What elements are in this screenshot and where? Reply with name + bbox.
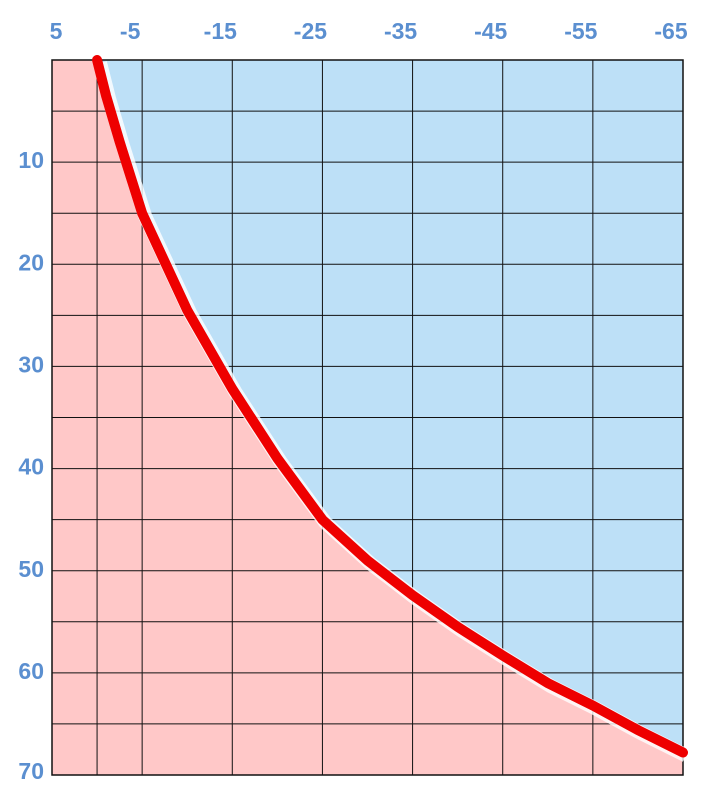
y-tick-label: 10 <box>18 147 44 173</box>
below-area <box>52 60 683 775</box>
y-tick-label: 40 <box>18 454 44 480</box>
x-tick-label: -35 <box>384 18 417 44</box>
x-tick-label: -65 <box>654 18 687 44</box>
curve <box>92 55 688 758</box>
y-tick-label: 20 <box>18 249 44 275</box>
y-tick-label: 30 <box>18 352 44 378</box>
x-tick-label: -15 <box>204 18 237 44</box>
x-tick-label: 5 <box>50 18 63 44</box>
x-tick-label: -25 <box>294 18 327 44</box>
y-tick-label: 60 <box>18 658 44 684</box>
plot-border <box>51 59 684 776</box>
x-tick-label: -5 <box>120 18 141 44</box>
y-tick-label: 70 <box>18 758 44 784</box>
y-tick-label: 50 <box>18 556 44 582</box>
x-tick-label: -45 <box>474 18 507 44</box>
x-tick-label: -55 <box>564 18 597 44</box>
